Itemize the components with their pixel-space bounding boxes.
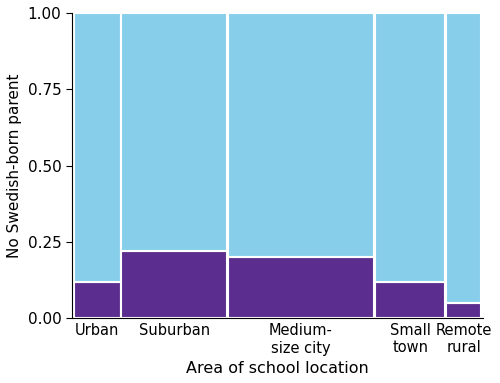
Bar	[375, 282, 446, 318]
Bar	[74, 13, 120, 282]
Bar	[446, 303, 482, 318]
Bar	[122, 13, 227, 251]
Bar	[375, 13, 446, 282]
Bar	[74, 282, 120, 318]
X-axis label: Area of school location: Area of school location	[186, 361, 369, 376]
Bar	[228, 13, 374, 257]
Y-axis label: No Swedish-born parent: No Swedish-born parent	[7, 73, 22, 258]
Bar	[122, 251, 227, 318]
Bar	[446, 13, 482, 303]
Bar	[228, 257, 374, 318]
